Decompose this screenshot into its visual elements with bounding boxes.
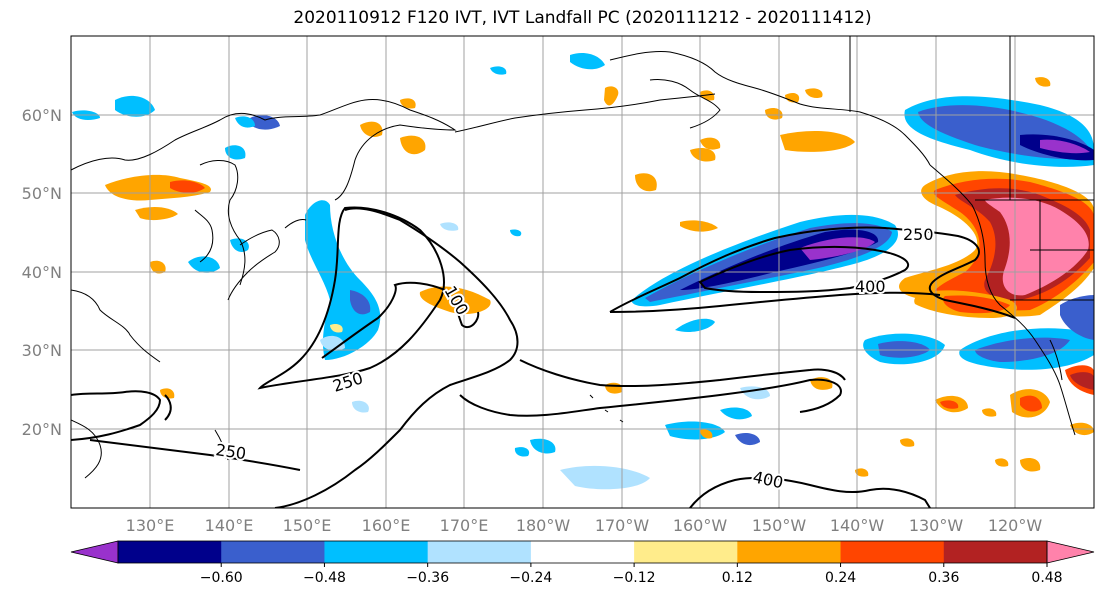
- colorbar-tick-label: −0.24: [509, 570, 552, 586]
- lat-label: 60°N: [22, 106, 62, 125]
- colorbar-extend-low: [70, 540, 119, 564]
- lon-label: 150°E: [283, 516, 332, 535]
- coastlines: [71, 36, 1094, 479]
- colorbar-bin: [840, 541, 945, 563]
- lon-label: 170°W: [595, 516, 650, 535]
- lon-label: 140°W: [830, 516, 885, 535]
- lat-label: 50°N: [22, 184, 62, 203]
- colorbar-tick-label: −0.36: [406, 570, 449, 586]
- positive-anomaly-fill: [105, 77, 1094, 477]
- lon-label: 130°W: [909, 516, 964, 535]
- contour-100: [321, 281, 480, 359]
- contour-250-west: [257, 206, 445, 390]
- contour-label: 400: [855, 277, 886, 296]
- lat-label: 40°N: [22, 263, 62, 282]
- colorbar-tick-label: 0.24: [825, 570, 856, 586]
- colorbar-bin: [530, 541, 635, 563]
- longitude-labels: 130°E 140°E 150°E 160°E 170°E 180°W 170°…: [126, 516, 1043, 535]
- map-title: 2020110912 F120 IVT, IVT Landfall PC (20…: [293, 8, 872, 28]
- colorbar-outline: [117, 540, 1048, 564]
- colorbar-tick-label: 0.12: [722, 570, 753, 586]
- lon-label: 160°E: [362, 516, 411, 535]
- colorbar-bin: [943, 541, 1048, 563]
- lon-label: 130°E: [126, 516, 175, 535]
- colorbar-bin: [737, 541, 842, 563]
- colorbar: −0.60 −0.48 −0.36 −0.24 −0.12 0.12 0.24 0.36 0.4…: [70, 540, 1095, 586]
- contour-label: 250: [903, 225, 934, 244]
- contour-250-south: [274, 207, 519, 508]
- negative-anomaly-fill: [72, 53, 1094, 490]
- colorbar-bin: [324, 541, 429, 563]
- colorbar-tick-label: −0.48: [303, 570, 346, 586]
- contour-400-south: [689, 476, 931, 508]
- colorbar-extend-high: [1046, 540, 1095, 564]
- colorbar-tick-label: −0.60: [200, 570, 243, 586]
- colorbar-bin: [634, 541, 738, 563]
- lon-label: 120°W: [988, 516, 1043, 535]
- colorbar-tick-label: 0.36: [928, 570, 959, 586]
- lon-label: 170°E: [440, 516, 489, 535]
- lon-label: 140°E: [205, 516, 254, 535]
- map-layers: [71, 36, 1094, 508]
- colorbar-bin: [427, 541, 532, 563]
- graticule: [71, 36, 1094, 508]
- contour-400-ar: [698, 246, 910, 294]
- lon-label: 150°W: [752, 516, 807, 535]
- colorbar-tick-label: 0.48: [1031, 570, 1062, 586]
- lat-label: 20°N: [22, 420, 62, 439]
- lon-label: 180°W: [516, 516, 571, 535]
- lon-label: 160°W: [673, 516, 728, 535]
- latitude-labels: 60°N 50°N 40°N 30°N 20°N: [22, 106, 62, 439]
- map-frame: [70, 35, 1095, 509]
- colorbar-bin: [221, 541, 325, 563]
- lat-label: 30°N: [22, 341, 62, 360]
- colorbar-bin: [118, 541, 222, 563]
- ivt-contours: [71, 206, 1016, 508]
- colorbar-tick-label: −0.12: [613, 570, 656, 586]
